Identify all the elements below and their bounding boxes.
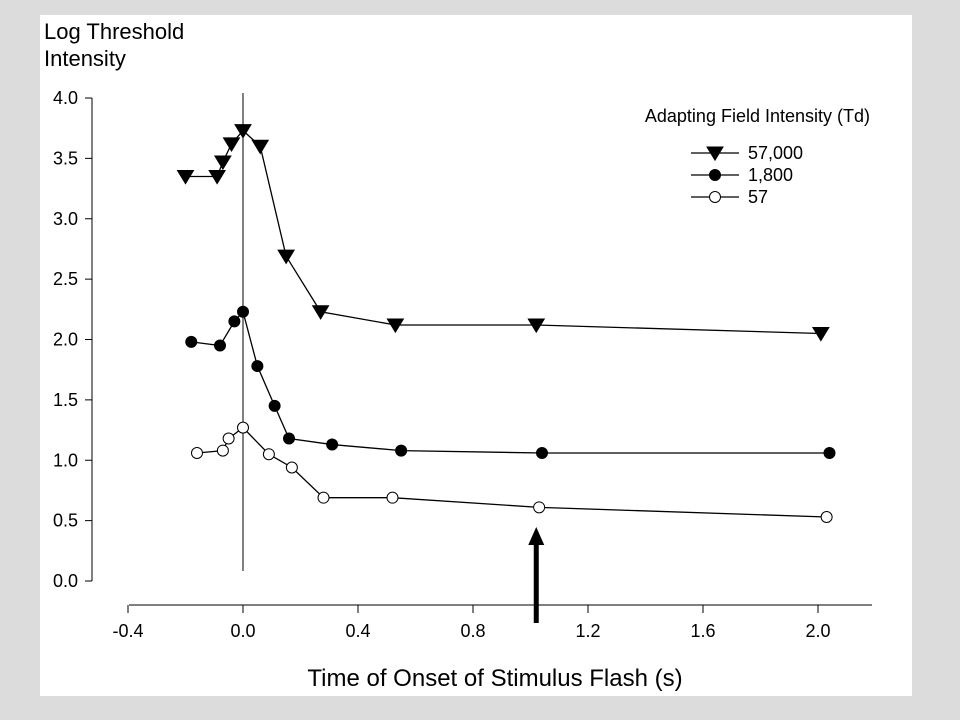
legend-item-1: 1,800 — [691, 165, 793, 185]
series-0 — [176, 124, 830, 342]
x-axis: -0.4 0.0 0.4 0.8 1.2 1.6 2.0 — [112, 604, 872, 641]
data-point — [386, 318, 405, 334]
data-point — [222, 137, 241, 153]
y-tick-label: 3.5 — [53, 148, 78, 168]
series-1 — [185, 305, 836, 460]
data-point — [277, 249, 296, 265]
series-line — [191, 310, 830, 454]
x-tick-label: 1.6 — [690, 621, 715, 641]
y-tick-label: 4.0 — [53, 88, 78, 108]
data-point — [811, 326, 830, 342]
legend-label: 1,800 — [748, 165, 793, 185]
data-point — [237, 421, 249, 434]
y-tick-label: 1.5 — [53, 390, 78, 410]
data-point — [317, 491, 330, 504]
data-point — [237, 305, 249, 318]
data-point — [283, 432, 295, 445]
y-tick-label: 2.0 — [53, 330, 78, 350]
legend-marker — [706, 146, 724, 162]
x-tick-label: 2.0 — [805, 621, 830, 641]
data-point — [311, 305, 330, 320]
data-point — [823, 447, 836, 460]
y-tick-label: 3.0 — [53, 209, 78, 229]
legend-marker — [709, 191, 721, 203]
y-tick-label: 0.5 — [53, 511, 78, 531]
data-point — [213, 155, 232, 171]
legend-label: 57 — [748, 187, 768, 207]
chart-panel: Log Threshold Intensity 0.0 0.5 1.0 1.5 2.0 2… — [40, 15, 912, 696]
legend-item-0: 57,000 — [691, 143, 803, 163]
legend-title: Adapting Field Intensity (Td) — [645, 106, 870, 126]
data-point — [536, 447, 548, 460]
x-tick-label: 0.8 — [460, 621, 485, 641]
data-point — [251, 360, 264, 373]
data-point — [268, 399, 281, 412]
arrow-layer — [528, 527, 545, 623]
data-point — [216, 444, 229, 457]
data-point — [251, 139, 270, 155]
chart-svg: Log Threshold Intensity 0.0 0.5 1.0 1.5 2.0 2… — [44, 19, 872, 692]
arrow-head — [528, 527, 545, 545]
data-point — [234, 124, 252, 139]
legend-marker — [709, 169, 721, 181]
y-axis: 0.0 0.5 1.0 1.5 2.0 2.5 3.0 3.5 4.0 — [53, 88, 93, 591]
data-point — [386, 491, 399, 504]
legend: Adapting Field Intensity (Td) 57,0001,80… — [645, 106, 870, 207]
legend-label: 57,000 — [748, 143, 803, 163]
data-point — [285, 461, 298, 474]
x-tick-label: 1.2 — [575, 621, 600, 641]
x-tick-label: -0.4 — [112, 621, 143, 641]
data-point — [208, 169, 227, 185]
series-2 — [191, 421, 833, 524]
y-tick-label: 2.5 — [53, 269, 78, 289]
data-point — [326, 438, 339, 451]
data-point — [820, 511, 833, 524]
x-tick-label: 0.4 — [345, 621, 370, 641]
x-tick-label: 0.0 — [230, 621, 255, 641]
data-point — [262, 448, 275, 461]
data-point — [222, 432, 235, 445]
data-point — [533, 501, 546, 514]
data-point — [527, 318, 546, 334]
y-tick-label: 1.0 — [53, 450, 78, 470]
x-axis-label: Time of Onset of Stimulus Flash (s) — [307, 665, 682, 692]
chart-title-line1: Log Threshold — [44, 19, 184, 44]
data-point — [176, 169, 195, 185]
series-line — [185, 129, 821, 335]
data-point — [228, 315, 241, 328]
chart-title-line2: Intensity — [44, 46, 126, 71]
data-point — [214, 339, 226, 352]
y-tick-label: 0.0 — [53, 571, 78, 591]
series-layer — [176, 124, 836, 524]
legend-item-2: 57 — [691, 187, 768, 207]
data-point — [191, 447, 203, 460]
data-point — [395, 444, 408, 457]
data-point — [185, 335, 198, 348]
series-line — [196, 426, 827, 518]
